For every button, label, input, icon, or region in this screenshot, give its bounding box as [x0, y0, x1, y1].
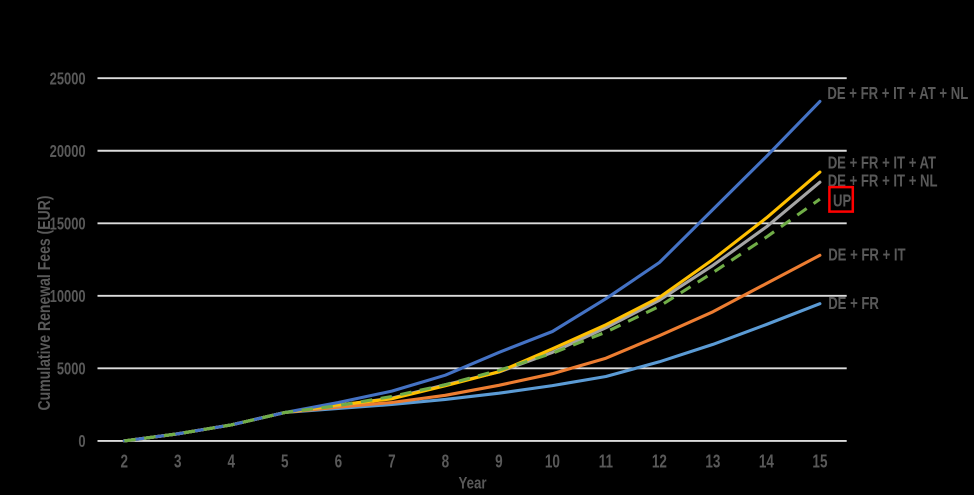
svg-text:7: 7 [388, 452, 396, 473]
svg-text:DE + FR + IT: DE + FR + IT [828, 246, 906, 265]
svg-text:Cumulative Renewal Fees (EUR): Cumulative Renewal Fees (EUR) [34, 196, 54, 411]
svg-text:13: 13 [705, 452, 720, 473]
svg-text:DE + FR + IT + AT + NL: DE + FR + IT + AT + NL [827, 84, 968, 103]
svg-text:Year: Year [458, 474, 486, 490]
svg-text:9: 9 [495, 452, 503, 473]
svg-text:2: 2 [121, 452, 129, 473]
svg-text:DE + FR: DE + FR [828, 294, 879, 313]
svg-text:UP: UP [833, 192, 851, 211]
svg-text:14: 14 [759, 452, 774, 473]
svg-text:15000: 15000 [50, 215, 86, 234]
svg-text:10000: 10000 [50, 287, 86, 306]
svg-text:3: 3 [174, 452, 182, 473]
svg-text:4: 4 [228, 452, 236, 473]
svg-text:15: 15 [812, 452, 827, 473]
svg-text:6: 6 [335, 452, 343, 473]
svg-text:20000: 20000 [50, 142, 86, 161]
svg-text:12: 12 [652, 452, 667, 473]
svg-text:5000: 5000 [57, 360, 86, 379]
svg-text:DE + FR + IT + NL: DE + FR + IT + NL [828, 172, 938, 191]
svg-text:DE + FR + IT + AT: DE + FR + IT + AT [828, 154, 937, 173]
svg-text:0: 0 [78, 432, 85, 451]
svg-text:25000: 25000 [50, 70, 86, 89]
svg-text:5: 5 [281, 452, 289, 473]
svg-text:8: 8 [442, 452, 450, 473]
svg-text:10: 10 [545, 452, 560, 473]
svg-text:11: 11 [599, 452, 613, 473]
